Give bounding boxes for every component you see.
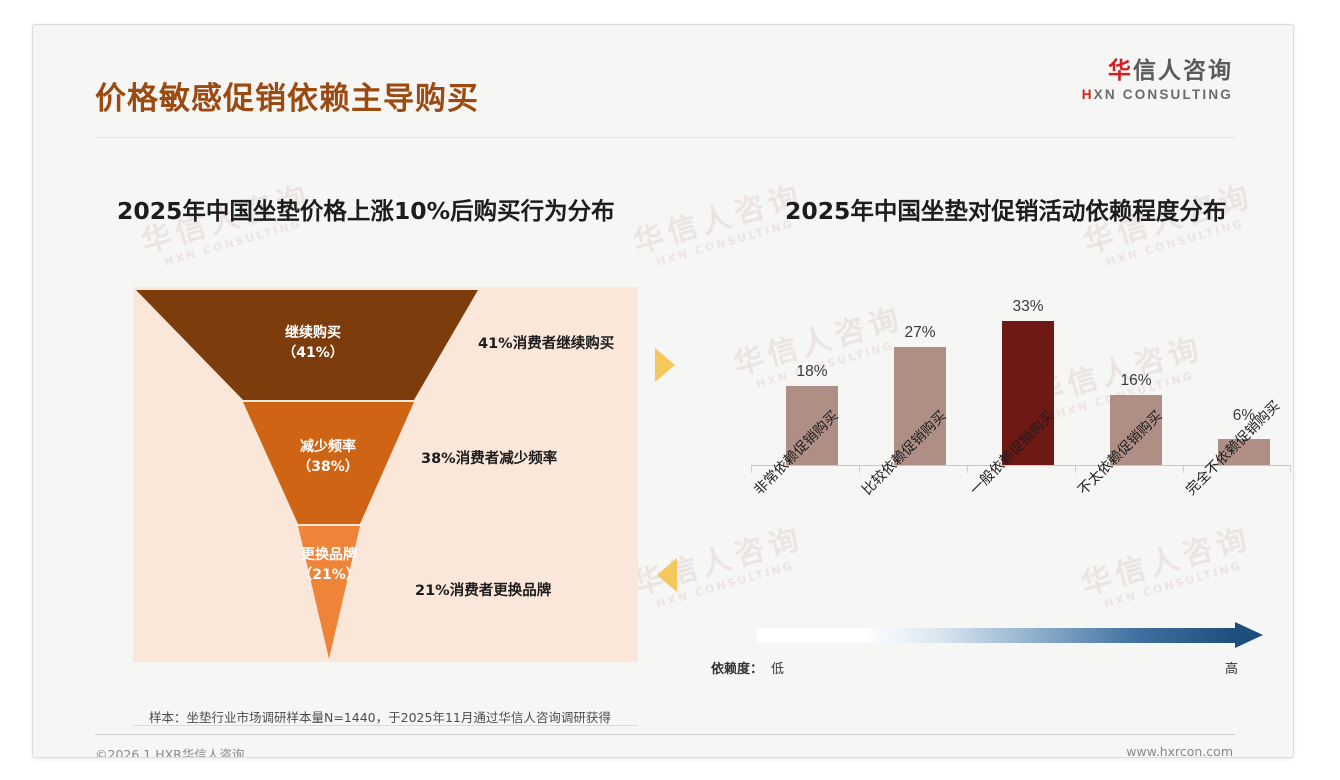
play-triangle-left-icon xyxy=(657,558,677,592)
bar-value-0: 18% xyxy=(796,363,828,380)
bar-2[interactable] xyxy=(1002,321,1054,465)
axis-tick xyxy=(1183,466,1184,473)
page-title: 价格敏感促销依赖主导购买 xyxy=(95,81,479,117)
footnote-divider xyxy=(133,725,638,726)
watermark-line2: HXN CONSULTING xyxy=(1102,558,1244,611)
axis-tick xyxy=(967,466,968,473)
source-footnote: 样本：坐垫行业市场调研样本量N=1440，于2025年11月通过华信人咨询调研获… xyxy=(149,710,611,725)
bar-1[interactable] xyxy=(894,347,946,465)
bar-value-4: 6% xyxy=(1232,407,1256,424)
right-chart-title: 2025年中国坐垫对促销活动依赖程度分布 xyxy=(785,197,1227,225)
gradient-legend-label: 依赖度： xyxy=(711,662,764,677)
funnel-chart: 继续购买 （41%） 减少频率 （38%） 更换品牌 （21%） 41%消费者继… xyxy=(133,287,638,662)
brand-logo-cn-rest: 信人咨询 xyxy=(1133,58,1233,84)
bar-value-1: 27% xyxy=(904,324,936,341)
slide-canvas: 华信人咨询 HXN CONSULTING 华信人咨询 HXN CONSULTIN… xyxy=(32,24,1294,758)
play-triangle-right-icon xyxy=(655,348,675,382)
funnel-segment-continue xyxy=(136,290,478,400)
axis-tick xyxy=(1075,466,1076,473)
watermark: 华信人咨询 HXN CONSULTING xyxy=(629,178,811,274)
brand-logo-en-rest: XN CONSULTING xyxy=(1093,87,1233,102)
axis-tick xyxy=(859,466,860,473)
footer-divider xyxy=(95,734,1235,735)
funnel-segment-switch xyxy=(298,526,360,659)
bar-value-2: 33% xyxy=(1012,298,1044,315)
watermark-line1: 华信人咨询 xyxy=(629,178,808,261)
footer-copyright: ©2026.1 HXR华信人咨询 xyxy=(95,747,245,758)
funnel-note-switch: 21%消费者更换品牌 xyxy=(415,583,552,599)
watermark-line1: 华信人咨询 xyxy=(1077,520,1256,603)
funnel-shape xyxy=(136,290,478,659)
gradient-legend-low: 低 xyxy=(771,662,785,677)
funnel-note-reduce: 38%消费者减少频率 xyxy=(421,451,558,467)
bar-4[interactable] xyxy=(1218,439,1270,465)
brand-logo-cn-red: 华 xyxy=(1108,58,1133,84)
footer-website[interactable]: www.hxrcon.com xyxy=(1126,744,1233,758)
bar-3[interactable] xyxy=(1110,395,1162,465)
bar-value-3: 16% xyxy=(1120,372,1152,389)
watermark: 华信人咨询 HXN CONSULTING xyxy=(1077,520,1259,616)
gradient-bar xyxy=(757,628,1235,643)
funnel-segment-reduce xyxy=(243,402,414,524)
brand-logo-cn: 华信人咨询 xyxy=(1082,60,1233,83)
arrow-head-icon xyxy=(1235,622,1263,648)
axis-tick xyxy=(1290,466,1291,473)
bar-0[interactable] xyxy=(786,386,838,465)
brand-logo-en: HXN CONSULTING xyxy=(1082,88,1233,102)
brand-logo: 华信人咨询 HXN CONSULTING xyxy=(1082,60,1233,102)
dependency-gradient-legend xyxy=(757,622,1267,648)
axis-tick xyxy=(751,466,752,473)
brand-logo-en-red: H xyxy=(1081,87,1094,102)
watermark: 华信人咨询 HXN CONSULTING xyxy=(730,301,911,396)
bar-axis-line xyxy=(751,465,1291,466)
left-chart-title: 2025年中国坐垫价格上涨10%后购买行为分布 xyxy=(117,197,615,225)
gradient-legend-high: 高 xyxy=(1225,662,1239,677)
funnel-note-continue: 41%消费者继续购买 xyxy=(478,336,615,352)
header-divider xyxy=(95,137,1235,138)
